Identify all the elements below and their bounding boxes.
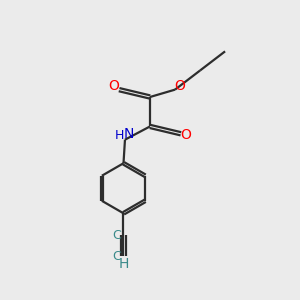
Text: C: C <box>112 229 122 242</box>
Text: O: O <box>109 79 119 93</box>
Text: O: O <box>175 79 185 93</box>
Text: C: C <box>112 250 122 262</box>
Text: O: O <box>181 128 191 142</box>
Text: N: N <box>123 128 134 141</box>
Text: H: H <box>118 257 129 271</box>
Text: H: H <box>115 129 124 142</box>
